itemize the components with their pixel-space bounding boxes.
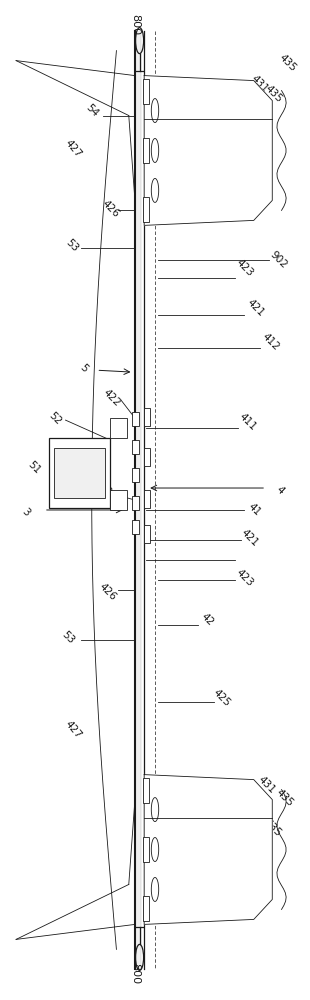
Text: 43: 43 (236, 90, 253, 107)
Text: 431: 431 (249, 73, 271, 94)
FancyBboxPatch shape (144, 525, 150, 543)
Text: 411: 411 (237, 412, 258, 433)
Text: 5: 5 (78, 362, 90, 374)
Polygon shape (144, 76, 272, 225)
Text: 435: 435 (262, 817, 283, 838)
FancyBboxPatch shape (54, 448, 105, 498)
Text: 421: 421 (240, 527, 261, 549)
FancyBboxPatch shape (49, 438, 110, 508)
Text: 425: 425 (209, 182, 230, 203)
FancyBboxPatch shape (110, 490, 127, 510)
Text: 41: 41 (246, 502, 262, 518)
Text: 53: 53 (64, 237, 80, 254)
Text: 42: 42 (196, 207, 213, 224)
FancyBboxPatch shape (132, 496, 139, 510)
Text: 431: 431 (256, 774, 277, 795)
FancyBboxPatch shape (132, 440, 139, 454)
FancyBboxPatch shape (143, 138, 149, 163)
Text: 800: 800 (130, 14, 140, 35)
FancyBboxPatch shape (144, 490, 150, 508)
FancyBboxPatch shape (132, 412, 139, 426)
Text: 54: 54 (83, 102, 100, 119)
FancyBboxPatch shape (110, 418, 127, 438)
Text: 427: 427 (63, 719, 83, 741)
Text: 435: 435 (277, 52, 298, 73)
Text: 423: 423 (234, 258, 255, 279)
Text: 4: 4 (274, 484, 286, 496)
FancyBboxPatch shape (143, 778, 149, 803)
FancyBboxPatch shape (143, 79, 149, 104)
Polygon shape (144, 775, 272, 924)
FancyBboxPatch shape (143, 197, 149, 222)
Text: 426: 426 (97, 581, 118, 602)
Text: 423: 423 (234, 567, 255, 588)
FancyBboxPatch shape (132, 468, 139, 482)
Text: 426: 426 (100, 198, 121, 219)
FancyBboxPatch shape (144, 448, 150, 466)
Text: 51: 51 (26, 460, 42, 476)
FancyBboxPatch shape (143, 896, 149, 921)
Text: 52: 52 (46, 410, 63, 426)
Text: 800: 800 (130, 963, 140, 984)
Text: 435: 435 (274, 787, 295, 808)
Text: 427: 427 (63, 138, 83, 159)
Text: 902: 902 (268, 250, 289, 271)
Text: 422: 422 (101, 388, 122, 409)
Text: 412: 412 (260, 332, 281, 353)
Text: 43: 43 (236, 801, 253, 818)
FancyBboxPatch shape (144, 408, 150, 426)
FancyBboxPatch shape (143, 837, 149, 862)
Text: 42: 42 (199, 612, 216, 628)
Text: 421: 421 (245, 298, 266, 319)
Text: 3: 3 (20, 506, 32, 518)
Text: 425: 425 (211, 687, 232, 708)
Text: 53: 53 (60, 630, 76, 646)
Text: 435: 435 (263, 83, 284, 104)
FancyBboxPatch shape (132, 520, 139, 534)
Text: 422: 422 (97, 481, 118, 503)
